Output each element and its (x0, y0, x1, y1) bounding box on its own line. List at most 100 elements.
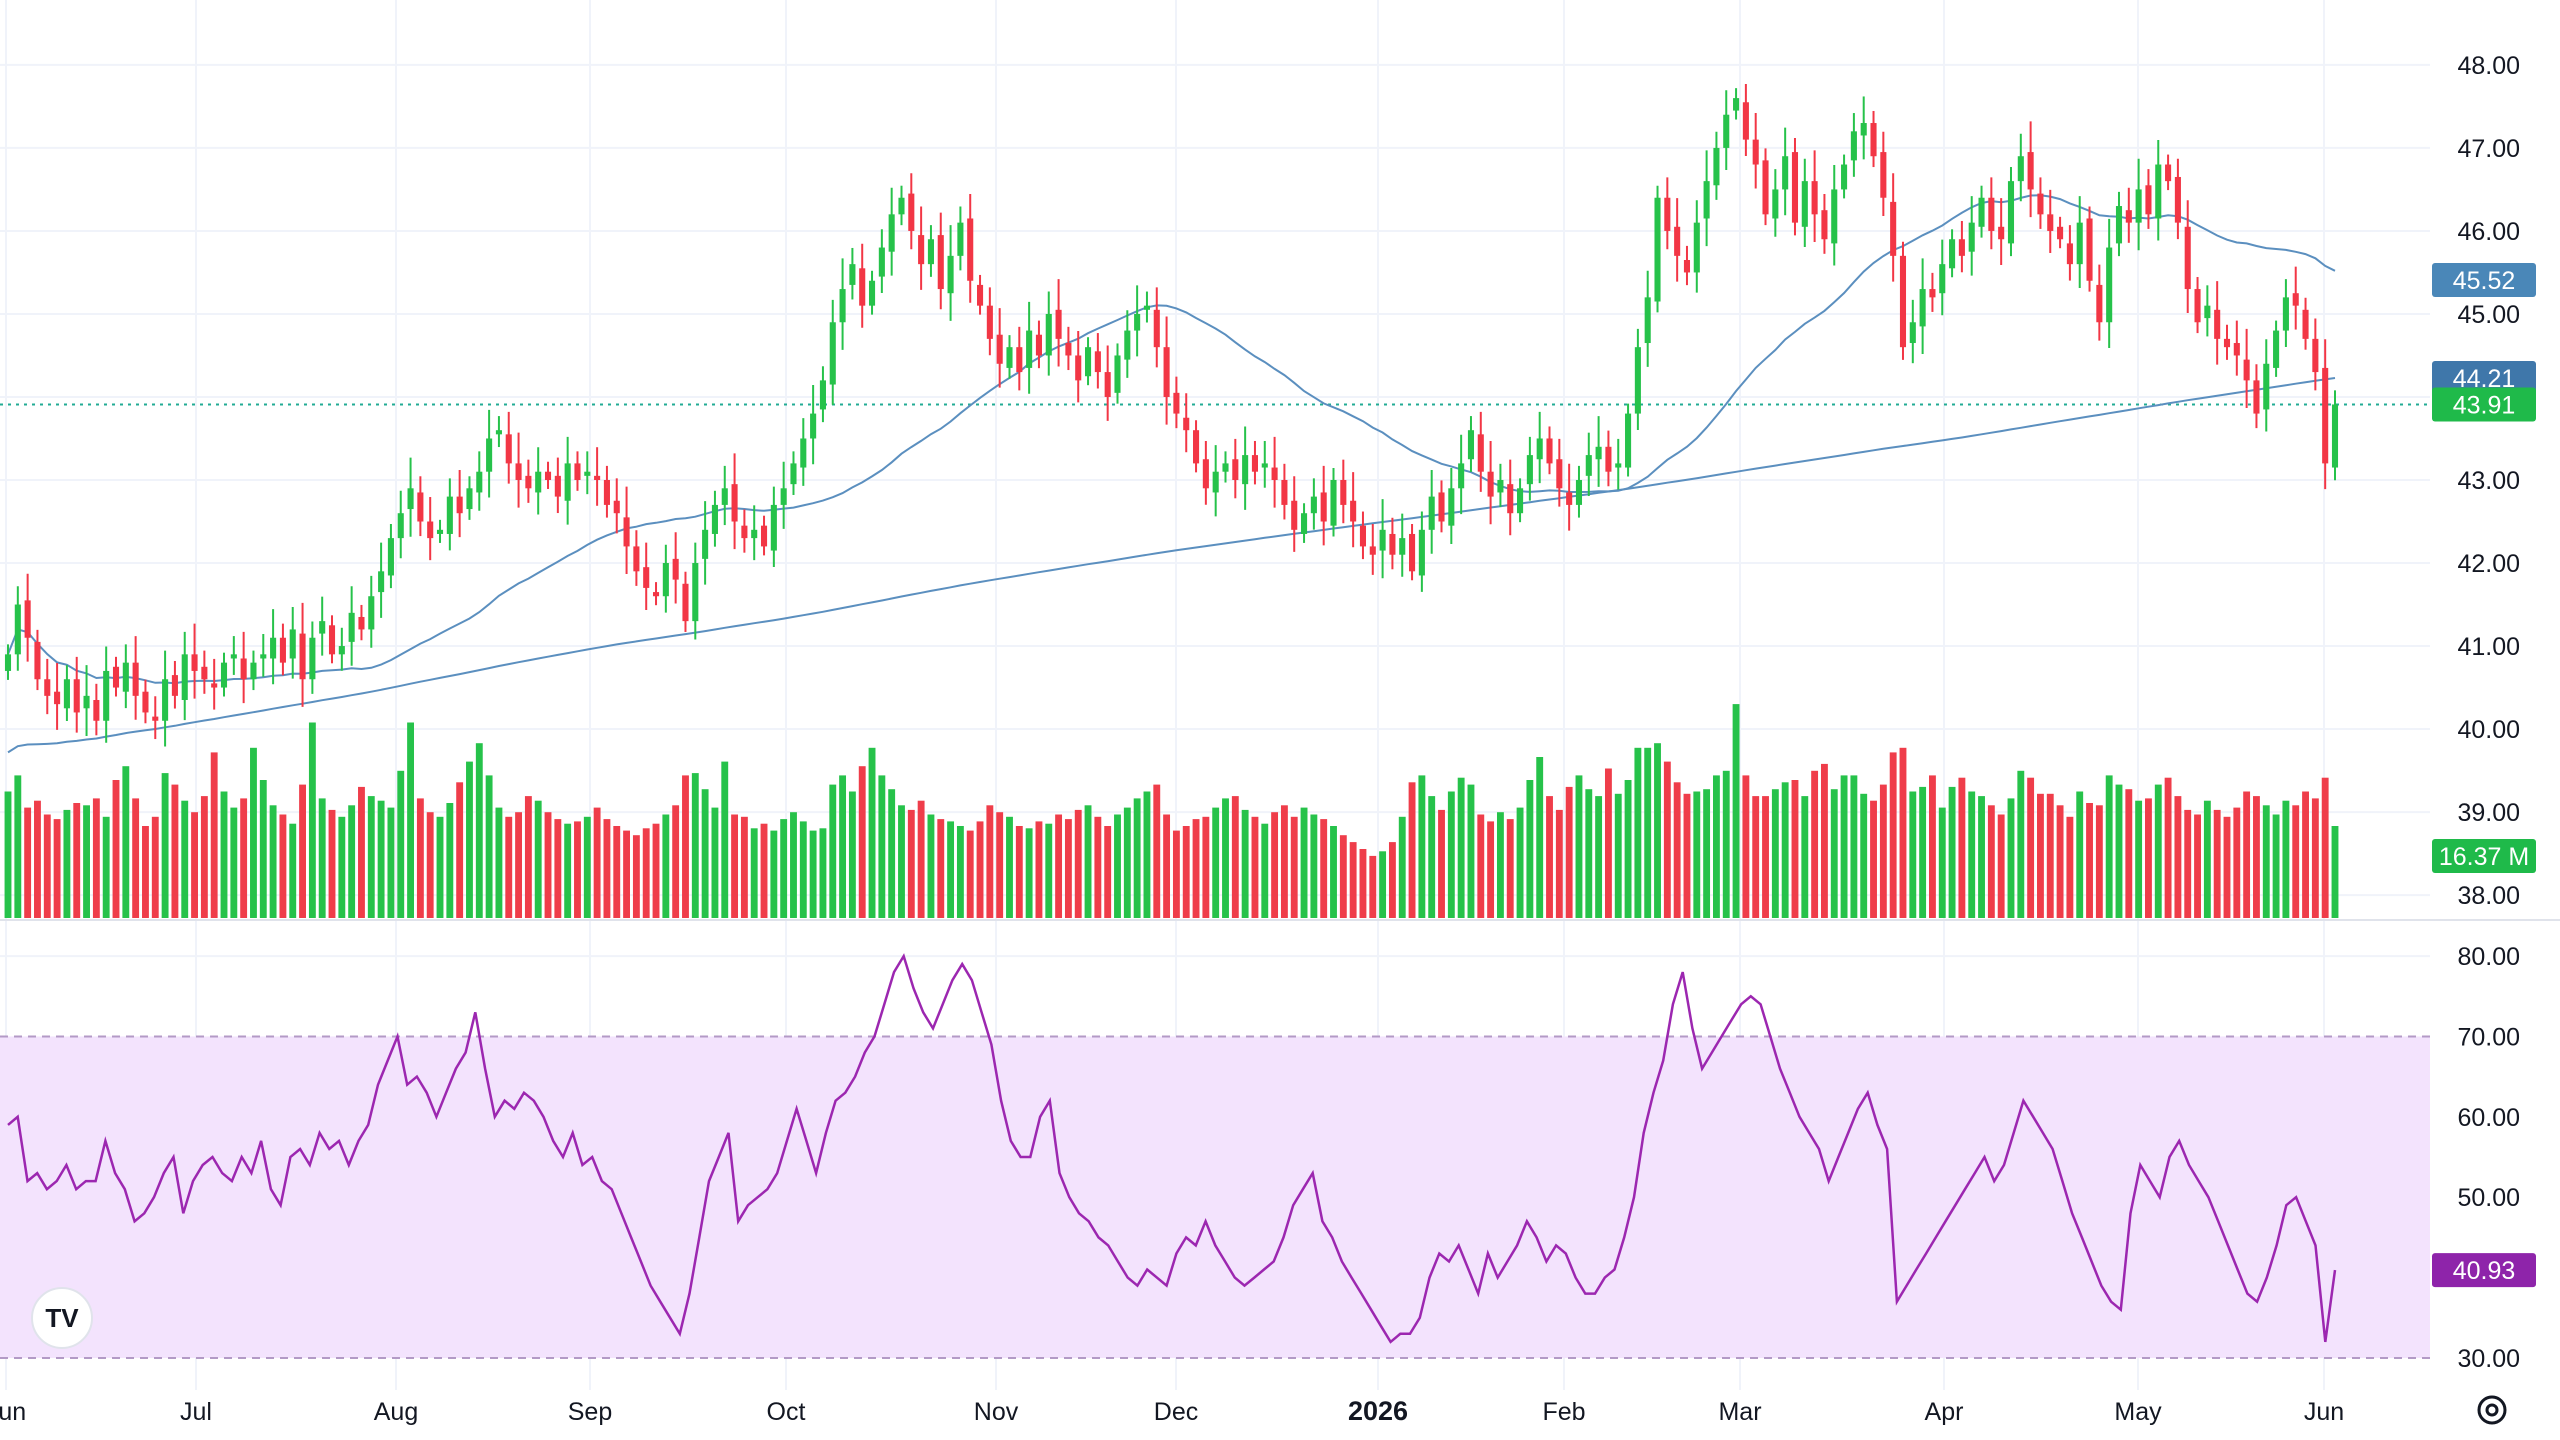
candle-body (2184, 226, 2191, 290)
candle-body (1134, 313, 1141, 331)
price-tick-label: 43.00 (2457, 467, 2520, 495)
volume-bar (1280, 805, 1288, 918)
candle-body (338, 646, 345, 655)
settings-gear-icon[interactable] (2477, 1395, 2507, 1425)
candle-body (731, 484, 738, 522)
candle-body (1222, 463, 1229, 472)
volume-bar (1094, 816, 1102, 918)
volume-badge-bg (2432, 839, 2536, 873)
volume-bar (799, 821, 807, 918)
volume-bar (1418, 775, 1426, 918)
volume-bar (1555, 809, 1563, 918)
candle-body (947, 255, 954, 294)
volume-bar (1457, 777, 1465, 918)
volume-bar (1703, 789, 1711, 918)
volume-bar (1015, 826, 1023, 918)
candle-body (1242, 455, 1249, 485)
candle-body (1919, 289, 1926, 327)
volume-bar (2145, 798, 2152, 918)
candle-body (1409, 533, 1416, 572)
volume-bar (721, 761, 729, 918)
volume-bar (858, 766, 866, 918)
candle-body (1958, 239, 1965, 256)
candle-body (387, 538, 394, 576)
volume-bar (1938, 807, 1946, 918)
volume-bar (554, 819, 562, 918)
volume-bar (2115, 784, 2123, 918)
candle-body (1281, 480, 1288, 505)
volume-bar (2135, 800, 2143, 918)
candle-body (1163, 347, 1170, 397)
candle-body (1026, 330, 1033, 368)
candle-body (643, 567, 650, 588)
volume-bar (1899, 747, 1907, 918)
volume-bar (1889, 752, 1897, 918)
candle-body (1998, 226, 2005, 240)
volume-bar (299, 784, 306, 918)
tradingview-logo[interactable]: TV (31, 1287, 93, 1349)
volume-bar (809, 830, 817, 918)
candle-body (1713, 147, 1720, 186)
volume-bar (2076, 791, 2084, 918)
volume-bar (2203, 800, 2211, 918)
candle-body (1566, 492, 1573, 505)
candle-body (849, 264, 856, 285)
candle-body (191, 654, 198, 671)
volume-bar (122, 766, 130, 918)
candle-body (535, 471, 542, 493)
candle-body (721, 488, 728, 505)
volume-bar (416, 798, 424, 918)
volume-bar (1929, 775, 1936, 918)
volume-bar (2164, 777, 2172, 918)
candle-body (1605, 446, 1612, 472)
candle-body (1880, 152, 1887, 198)
volume-bar (2027, 777, 2035, 918)
volume-bar (662, 814, 670, 918)
candle-body (1487, 471, 1494, 497)
candle-body (1674, 226, 1681, 256)
volume-bar (1919, 786, 1927, 918)
candle-body (2174, 176, 2181, 223)
candle-body (1438, 492, 1445, 522)
candle-body (1183, 417, 1190, 431)
candle-body (122, 662, 129, 692)
volume-bar (1585, 789, 1593, 918)
volume-bar (436, 816, 444, 918)
volume-bar (623, 830, 631, 918)
volume-bar (1084, 805, 1092, 918)
candle-body (289, 629, 296, 659)
volume-bar (1997, 814, 2005, 918)
volume-bar (632, 835, 640, 918)
rsi-tick-label: 60.00 (2457, 1104, 2520, 1132)
candle-body (1860, 123, 1867, 136)
volume-bar (456, 782, 464, 918)
rsi-tick-label: 70.00 (2457, 1023, 2520, 1051)
volume-bar (1850, 775, 1858, 918)
candle-body (93, 700, 100, 721)
price-badge-text: 43.91 (2453, 391, 2516, 419)
candle-body (898, 197, 905, 215)
volume-bar (259, 780, 267, 918)
volume-bar (1712, 775, 1720, 918)
candle-body (711, 504, 718, 534)
volume-bar (466, 761, 473, 918)
candle-body (1899, 255, 1907, 348)
candle-body (2057, 226, 2064, 240)
candle-body (1644, 297, 1651, 344)
candle-body (1114, 355, 1121, 393)
volume-layer (4, 704, 2339, 918)
candle-body (937, 235, 944, 290)
x-tick-label: Aug (374, 1398, 418, 1426)
candle-body (1929, 289, 1936, 298)
candle-body (1723, 114, 1730, 148)
candle-body (1477, 434, 1484, 472)
volume-bar (966, 830, 974, 918)
volume-bar (907, 809, 915, 918)
candle-body (800, 438, 807, 468)
volume-bar (1604, 768, 1612, 918)
candle-body (2253, 380, 2260, 414)
candle-body (1153, 309, 1160, 348)
volume-bar (367, 796, 375, 918)
volume-bar (1359, 849, 1367, 918)
